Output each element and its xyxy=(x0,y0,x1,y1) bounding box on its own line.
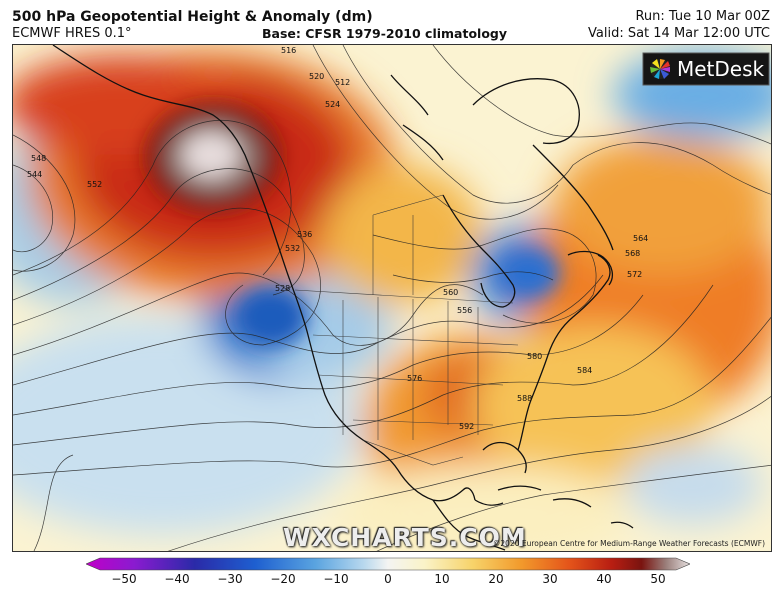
contour-label: 512 xyxy=(335,78,350,87)
map-title: 500 hPa Geopotential Height & Anomaly (d… xyxy=(12,9,373,25)
contour-label: 524 xyxy=(325,100,340,109)
map-canvas: 516 512 520 524 548 544 552 536 532 528 … xyxy=(13,45,771,551)
contour-label: 536 xyxy=(297,230,312,239)
metdesk-logo: MetDesk xyxy=(642,52,770,86)
contour-label: 520 xyxy=(309,72,324,81)
contour-label: 532 xyxy=(285,244,300,253)
colorbar-tick: −50 xyxy=(111,572,137,586)
metdesk-pinwheel-icon xyxy=(650,59,670,79)
valid-time: Valid: Sat 14 Mar 12:00 UTC xyxy=(588,26,770,41)
contour-label: 592 xyxy=(459,422,474,431)
logo-text: MetDesk xyxy=(677,57,765,81)
colorbar-tick: −10 xyxy=(323,572,349,586)
colorbar-tick: −20 xyxy=(270,572,296,586)
weather-map[interactable]: 516 512 520 524 548 544 552 536 532 528 … xyxy=(12,44,772,552)
colorbar-tick: −40 xyxy=(164,572,190,586)
contour-label: 544 xyxy=(27,170,42,179)
contour-label: 572 xyxy=(627,270,642,279)
contour-label: 560 xyxy=(443,288,458,297)
contour-label: 552 xyxy=(87,180,102,189)
colorbar-gradient xyxy=(85,557,691,571)
contour-label: 564 xyxy=(633,234,648,243)
run-time: Run: Tue 10 Mar 00Z xyxy=(635,9,770,24)
base-label: Base: CFSR 1979-2010 climatology xyxy=(262,26,508,41)
contour-label: 588 xyxy=(517,394,532,403)
colorbar: −50 −40 −30 −20 −10 0 10 20 30 40 50 xyxy=(85,556,691,596)
contour-label: 576 xyxy=(407,374,422,383)
colorbar-tick: 40 xyxy=(596,572,612,586)
contour-label: 556 xyxy=(457,306,472,315)
contour-label: 528 xyxy=(275,284,290,293)
coastlines xyxy=(52,45,634,551)
contour-label: 516 xyxy=(281,46,296,55)
colorbar-tick: 50 xyxy=(650,572,666,586)
copyright-notice: ©2020 European Centre for Medium-Range W… xyxy=(492,539,765,548)
colorbar-tick: 20 xyxy=(488,572,504,586)
anomaly-field xyxy=(13,50,771,551)
colorbar-tick: 30 xyxy=(542,572,558,586)
contour-label: 584 xyxy=(577,366,592,375)
contour-label: 548 xyxy=(31,154,46,163)
watermark: WXCHARTS.COM xyxy=(283,523,527,552)
political-boundaries xyxy=(294,194,519,466)
contour-label: 568 xyxy=(625,249,640,258)
colorbar-tick: −30 xyxy=(217,572,243,586)
height-contours xyxy=(13,45,771,551)
contour-labels: 516 512 520 524 548 544 552 536 532 528 … xyxy=(27,46,648,431)
colorbar-tick: 0 xyxy=(384,572,392,586)
colorbar-tick: 10 xyxy=(434,572,450,586)
model-label: ECMWF HRES 0.1° xyxy=(12,26,132,41)
contour-label: 580 xyxy=(527,352,542,361)
